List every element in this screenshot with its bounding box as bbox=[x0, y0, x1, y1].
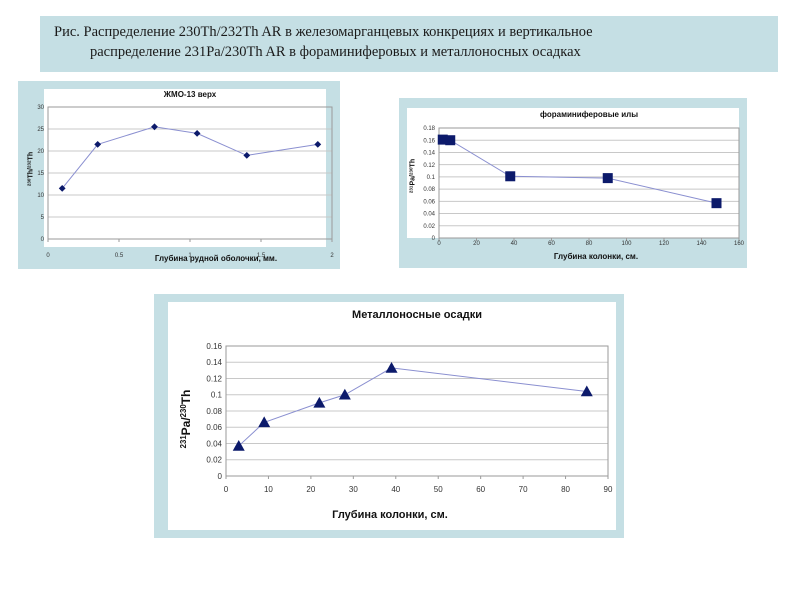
x-tick-label: 0 bbox=[437, 241, 441, 247]
data-point bbox=[580, 385, 593, 397]
x-tick-label: 100 bbox=[621, 241, 632, 247]
x-tick-label: 20 bbox=[306, 485, 315, 494]
x-tick-label: 40 bbox=[511, 241, 518, 247]
y-tick-label: 0.02 bbox=[423, 224, 435, 230]
data-point bbox=[385, 361, 398, 373]
chart-title: фораминиферовые илы bbox=[540, 110, 638, 119]
x-tick-label: 120 bbox=[659, 241, 670, 247]
x-tick-label: 80 bbox=[586, 241, 593, 247]
y-tick-label: 0.1 bbox=[427, 175, 436, 181]
y-tick-label: 10 bbox=[37, 193, 44, 199]
x-tick-label: 10 bbox=[264, 485, 273, 494]
x-tick-label: 70 bbox=[519, 485, 528, 494]
x-tick-label: 20 bbox=[473, 241, 480, 247]
y-tick-label: 0 bbox=[41, 237, 45, 243]
y-tick-label: 0.16 bbox=[423, 138, 435, 144]
y-axis-label: 231Pa/230Th bbox=[179, 390, 194, 449]
y-tick-label: 0.12 bbox=[423, 163, 435, 169]
chart-area bbox=[168, 302, 616, 530]
series-line bbox=[61, 126, 318, 189]
data-point bbox=[243, 152, 251, 159]
chart-area bbox=[407, 108, 739, 238]
x-tick-label: 1 bbox=[188, 253, 192, 259]
data-point bbox=[505, 171, 516, 182]
data-point bbox=[313, 396, 326, 408]
chart-panel-zhmo: 0 5 10 15 20 25 30 0 0.5 1 1.5 2 ЖМО-13 верх Глубина … bbox=[18, 81, 340, 269]
caption-line-2: распределение 231Pa/230Th AR в фораминиф… bbox=[90, 44, 581, 60]
chart-panel-metalliferous: 0 0.02 0.04 0.06 0.08 0.1 0.12 0.14 0.16 0 10 20 30 4… bbox=[154, 294, 624, 538]
x-tick-label: 80 bbox=[561, 485, 570, 494]
chart-area bbox=[44, 89, 326, 247]
x-axis-label: Глубина колонки, см. bbox=[554, 252, 638, 261]
y-tick-label: 0 bbox=[218, 472, 223, 481]
y-tick-label: 0.18 bbox=[423, 126, 435, 132]
y-tick-label: 0.06 bbox=[206, 423, 222, 432]
chart-panel-foraminifera: 0 0.02 0.04 0.06 0.08 0.1 0.12 0.14 0.16 0.18 0 20 4… bbox=[399, 98, 747, 268]
y-tick-label: 0.16 bbox=[206, 342, 222, 351]
y-tick-label: 0 bbox=[432, 236, 436, 242]
x-tick-label: 60 bbox=[476, 485, 485, 494]
x-tick-label: 0 bbox=[46, 253, 50, 259]
data-point bbox=[711, 198, 722, 209]
data-point bbox=[151, 123, 158, 131]
y-axis-label: 231Pa/230Th bbox=[408, 159, 417, 193]
y-tick-label: 30 bbox=[37, 105, 44, 111]
y-axis-label: 230Th/232Th bbox=[26, 152, 35, 186]
y-tick-label: 0.1 bbox=[211, 391, 223, 400]
x-tick-label: 90 bbox=[604, 485, 613, 494]
y-tick-label: 25 bbox=[37, 127, 44, 133]
x-tick-label: 40 bbox=[391, 485, 400, 494]
data-point bbox=[445, 135, 456, 146]
y-tick-label: 5 bbox=[41, 215, 45, 221]
x-tick-label: 0 bbox=[224, 485, 229, 494]
y-tick-label: 0.08 bbox=[423, 187, 435, 193]
x-tick-label: 50 bbox=[434, 485, 443, 494]
x-tick-label: 60 bbox=[548, 241, 555, 247]
chart-metalliferous: 0 0.02 0.04 0.06 0.08 0.1 0.12 0.14 0.16 0 10 20 30 4… bbox=[168, 302, 616, 530]
data-point bbox=[58, 185, 66, 192]
y-tick-label: 0.14 bbox=[206, 358, 222, 367]
y-tick-label: 0.14 bbox=[423, 151, 435, 157]
caption-line-1: Рис. Распределение 230Th/232Th AR в желе… bbox=[54, 24, 593, 40]
figure-caption: Рис. Распределение 230Th/232Th AR в желе… bbox=[40, 16, 778, 72]
y-tick-label: 0.04 bbox=[206, 439, 222, 448]
y-tick-label: 0.08 bbox=[206, 407, 222, 416]
y-tick-label: 0.06 bbox=[423, 199, 435, 205]
y-tick-label: 0.04 bbox=[423, 212, 435, 218]
data-point bbox=[258, 416, 271, 428]
x-tick-label: 2 bbox=[330, 253, 334, 259]
x-tick-label: 160 bbox=[734, 241, 745, 247]
chart-title: ЖМО-13 верх bbox=[163, 90, 217, 99]
y-tick-label: 0.02 bbox=[206, 456, 222, 465]
chart-title: Металлоносные осадки bbox=[352, 309, 482, 321]
data-point bbox=[232, 439, 245, 451]
x-axis-label: Глубина рудной оболочки, мм. bbox=[155, 254, 277, 263]
y-tick-label: 0.12 bbox=[206, 374, 222, 383]
x-tick-label: 30 bbox=[349, 485, 358, 494]
x-tick-label: 0.5 bbox=[115, 253, 124, 259]
x-axis-label: Глубина колонки, см. bbox=[332, 509, 448, 521]
plot-frame bbox=[225, 345, 609, 477]
y-tick-label: 20 bbox=[37, 149, 44, 155]
data-point bbox=[338, 388, 351, 400]
chart-zhmo: 0 5 10 15 20 25 30 0 0.5 1 1.5 2 ЖМО-13 верх Глубина … bbox=[26, 89, 334, 263]
chart-foraminifera: 0 0.02 0.04 0.06 0.08 0.1 0.12 0.14 0.16 0.18 0 20 4… bbox=[407, 108, 745, 261]
x-tick-label: 140 bbox=[696, 241, 707, 247]
y-tick-label: 15 bbox=[37, 171, 44, 177]
x-tick-label: 1.5 bbox=[257, 253, 266, 259]
data-point bbox=[602, 173, 613, 184]
data-point bbox=[437, 134, 448, 145]
